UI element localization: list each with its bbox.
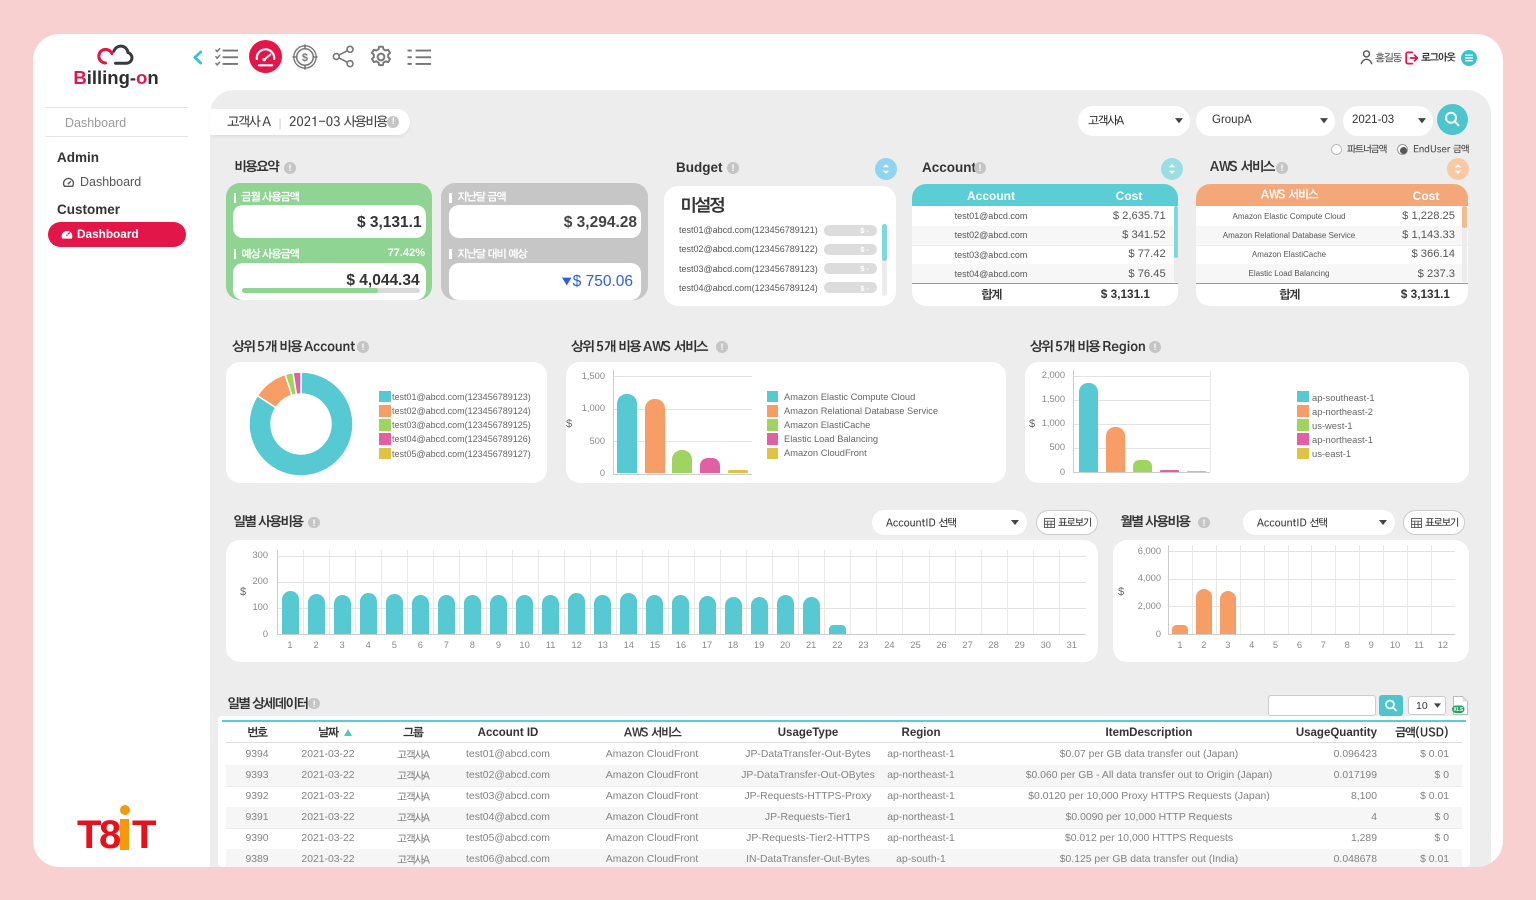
svg-text:$: $ (302, 52, 308, 64)
svg-text:XLS: XLS (1453, 707, 1463, 713)
